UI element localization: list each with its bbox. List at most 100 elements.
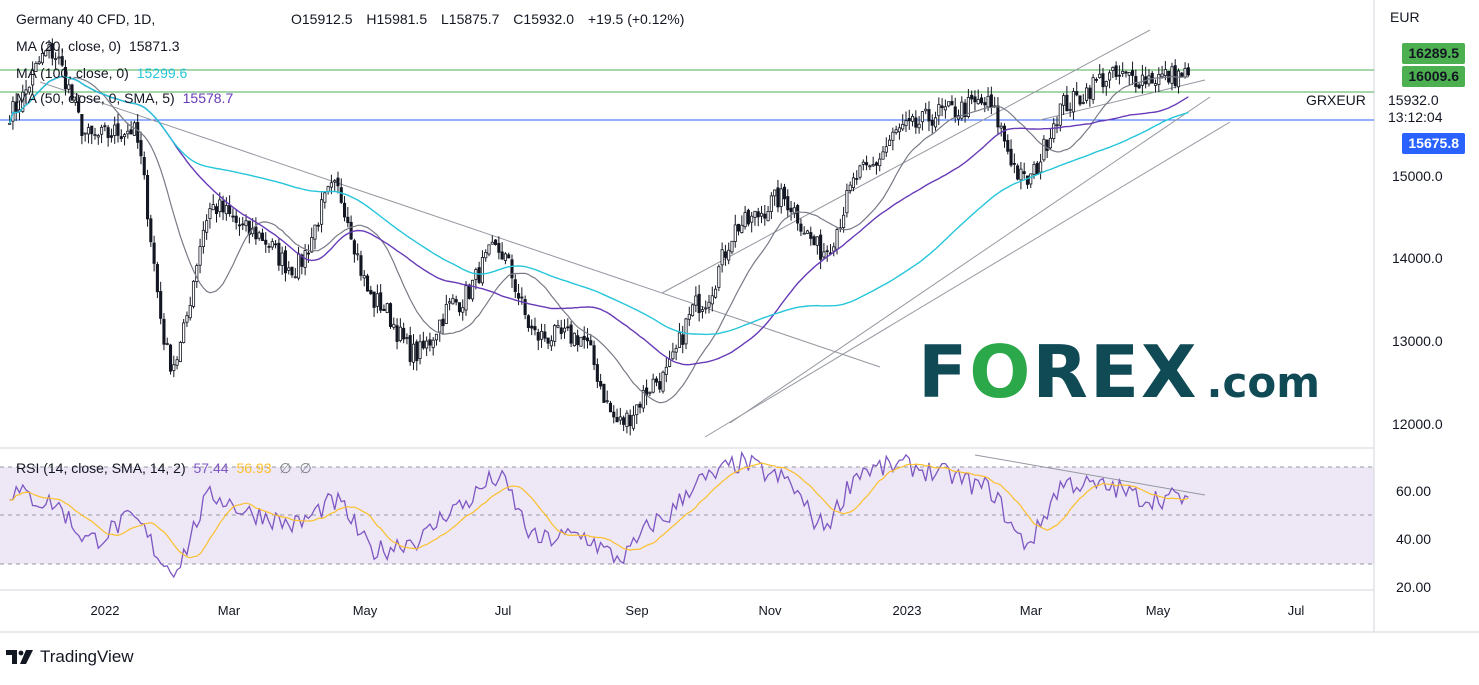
candle-down <box>776 187 780 208</box>
candle-up <box>1127 72 1131 76</box>
candle-down <box>517 293 521 299</box>
candle-up <box>717 266 721 288</box>
candle-up <box>165 343 169 345</box>
candle-up <box>891 131 895 141</box>
candle-down <box>855 178 859 180</box>
candle-up <box>438 319 442 333</box>
candle-down <box>260 232 265 241</box>
candle-up <box>884 146 888 153</box>
candle-down <box>589 340 593 346</box>
candle-down <box>582 335 586 340</box>
candle-down <box>494 239 498 245</box>
candle-up <box>805 230 810 234</box>
candle-up <box>553 325 557 342</box>
candle-down <box>736 223 741 232</box>
candle-up <box>556 324 560 328</box>
time-label: Nov <box>758 603 782 618</box>
candle-down <box>536 331 540 341</box>
candle-down <box>477 267 481 283</box>
candle-down <box>602 383 606 403</box>
ma20-legend[interactable]: MA (20, close, 0) 15871.3 <box>16 38 184 54</box>
candle-down <box>247 220 251 235</box>
ma20-value: 15871.3 <box>128 38 180 54</box>
candle-up <box>287 267 291 271</box>
candle-down <box>1016 165 1020 180</box>
candle-up <box>802 232 806 235</box>
candle-up <box>73 99 77 103</box>
candle-down <box>953 106 957 118</box>
candle-down <box>70 84 74 101</box>
low-value: L15875.7 <box>441 11 500 27</box>
bar-countdown: 13:12:04 <box>1388 109 1443 125</box>
symbol-legend[interactable]: Germany 40 CFD, 1D, <box>16 11 159 27</box>
candle-down <box>290 266 294 276</box>
candle-up <box>484 252 488 259</box>
candle-up <box>858 165 862 178</box>
candle-up <box>100 126 104 135</box>
candle-up <box>392 323 396 328</box>
candle-up <box>943 106 947 111</box>
candle-down <box>1173 65 1177 86</box>
candle-down <box>116 123 120 136</box>
candle-up <box>917 123 921 129</box>
candle-up <box>579 336 583 347</box>
candle-down <box>599 380 603 387</box>
candle-up <box>1160 73 1164 78</box>
candle-down <box>507 254 511 259</box>
candle-up <box>31 70 35 86</box>
support-tag: 15675.8 <box>1402 133 1465 154</box>
candle-up <box>881 151 885 160</box>
candle-down <box>408 335 412 362</box>
candle-up <box>195 265 199 283</box>
candle-down <box>306 252 310 255</box>
candle-down <box>799 223 803 232</box>
candle-up <box>182 322 186 343</box>
candle-down <box>428 339 432 346</box>
candle-up <box>385 303 389 313</box>
candle-down <box>927 109 931 122</box>
candle-up <box>730 240 734 253</box>
candle-up <box>126 130 130 135</box>
candle-up <box>280 252 284 266</box>
candle-down <box>228 204 232 214</box>
candle-down <box>90 125 94 135</box>
trend-line <box>39 81 881 368</box>
candle-down <box>454 299 458 303</box>
candle-up <box>572 332 576 347</box>
candle-up <box>323 192 327 203</box>
tradingview-brand[interactable]: TradingView <box>6 647 134 667</box>
candle-up <box>310 237 314 253</box>
candle-down <box>526 315 530 328</box>
candle-down <box>513 279 517 292</box>
candle-up <box>769 195 773 212</box>
candle-up <box>733 224 737 242</box>
candle-down <box>989 94 993 108</box>
candle-up <box>297 253 301 279</box>
candle-down <box>109 135 113 138</box>
candle-up <box>911 116 915 122</box>
candle-down <box>1035 162 1039 175</box>
candle-up <box>44 50 48 57</box>
candle-down <box>241 223 245 226</box>
candle-up <box>480 257 484 284</box>
rsi-legend[interactable]: RSI (14, close, SMA, 14, 2) 57.44 56.93 … <box>16 460 316 477</box>
candle-up <box>625 412 629 427</box>
candle-up <box>677 332 681 348</box>
trend-line <box>661 29 1151 294</box>
candle-down <box>221 200 225 213</box>
candle-up <box>1140 74 1144 86</box>
ma50-legend[interactable]: MA (50, close, 0, SMA, 5) 15578.7 <box>16 90 237 106</box>
candle-up <box>178 342 182 363</box>
candle-up <box>753 210 757 218</box>
candle-down <box>342 202 347 218</box>
high-value: H15981.5 <box>366 11 428 27</box>
candle-up <box>1157 74 1161 85</box>
ma100-legend[interactable]: MA (100, close, 0) 15299.6 <box>16 65 191 81</box>
candle-down <box>697 293 701 314</box>
candle-up <box>651 378 655 393</box>
candle-up <box>471 279 475 300</box>
candle-up <box>933 117 938 128</box>
candle-up <box>37 61 41 64</box>
candle-down <box>874 162 878 166</box>
